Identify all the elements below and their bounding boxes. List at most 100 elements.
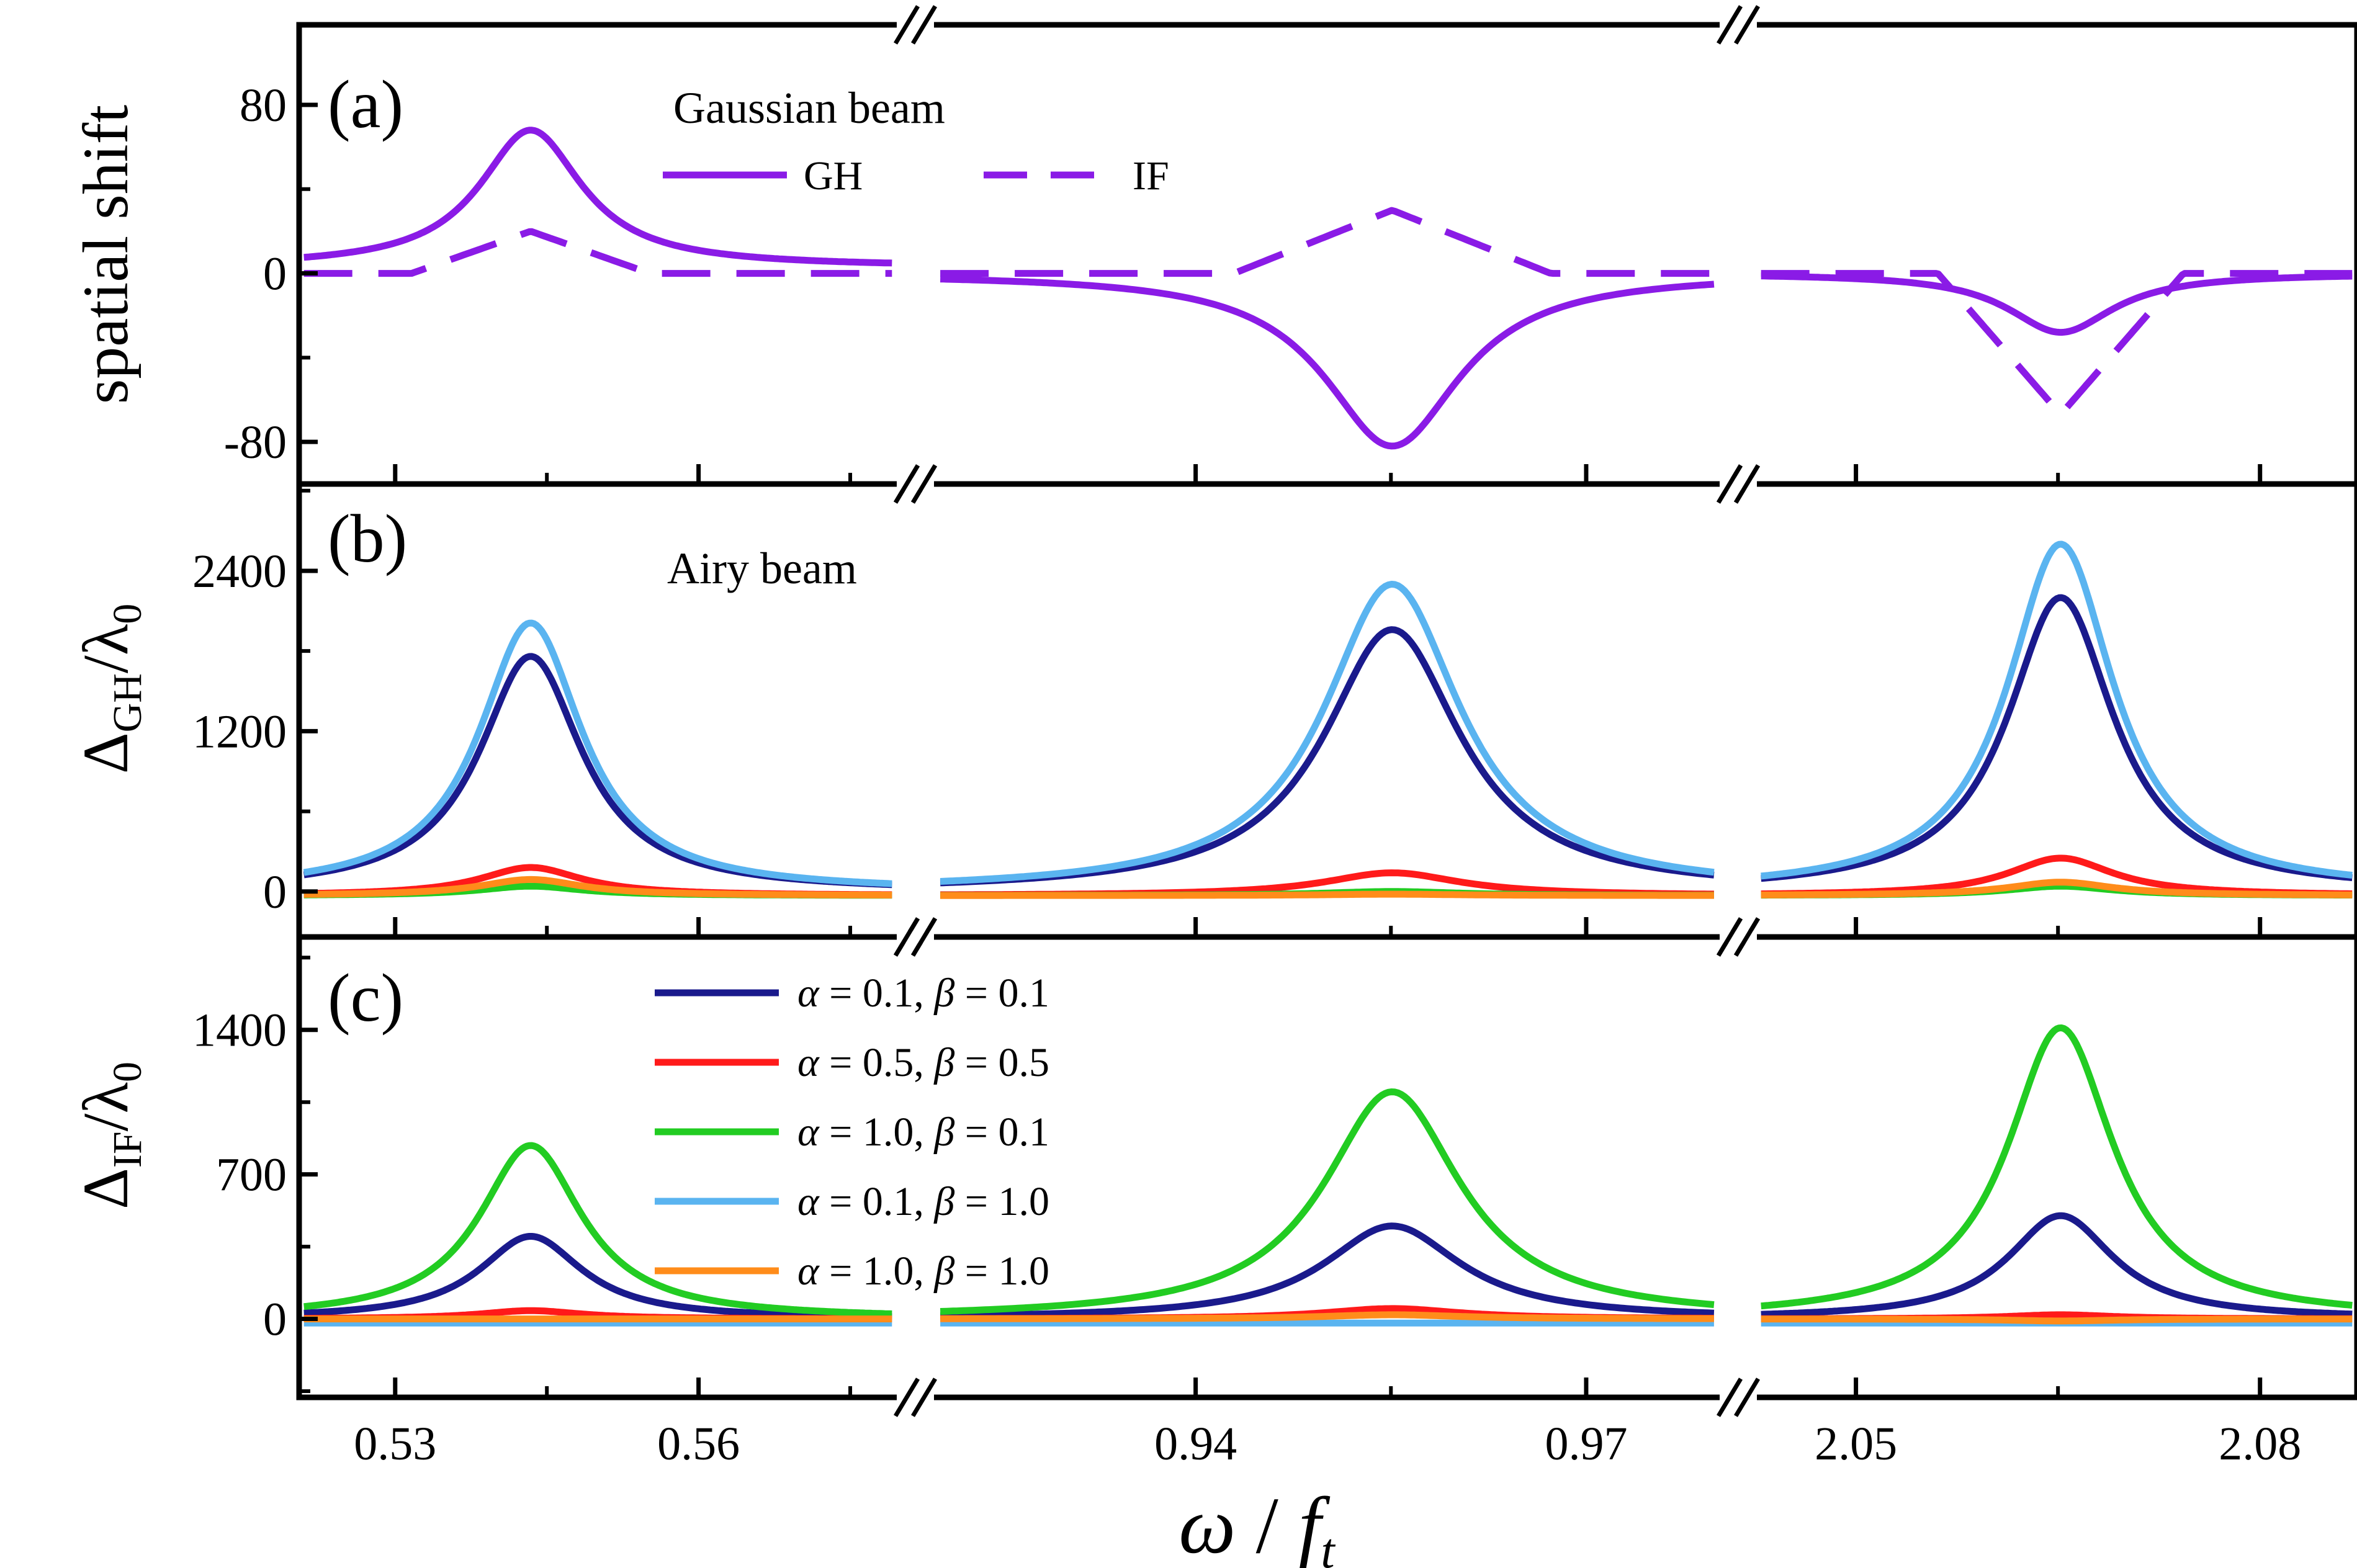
legend-gh-label: GH bbox=[804, 153, 863, 199]
axis-break-mark bbox=[1716, 917, 1743, 957]
legend-beta-value: = 0.1 bbox=[954, 1109, 1049, 1155]
panel-b-ytick-label: 1200 bbox=[192, 706, 287, 758]
legend-beta-value: = 1.0 bbox=[954, 1179, 1049, 1224]
legend-alpha-symbol: α bbox=[797, 1040, 820, 1085]
panel-b-series-4-segment-1 bbox=[940, 890, 1715, 899]
axis-break-mark bbox=[1733, 1378, 1761, 1417]
axis-break-mark bbox=[1716, 464, 1743, 504]
panel-b-series-3-segment-0 bbox=[303, 619, 893, 887]
legend-beta-value: = 1.0 bbox=[954, 1248, 1049, 1294]
panel-b-ylabel-rest: /λ bbox=[70, 624, 141, 673]
panel-a-ylabel: spatial shift bbox=[70, 105, 141, 404]
legend-alpha-value: = 0.1, bbox=[819, 1179, 935, 1224]
panel-b-series-3-segment-2 bbox=[1760, 540, 2353, 880]
legend-entry-4-label: α = 1.0, β = 1.0 bbox=[797, 1248, 1049, 1294]
panel-a-series-0-segment-2 bbox=[1760, 272, 2353, 336]
legend-alpha-value: = 0.1, bbox=[819, 970, 935, 1016]
x-tick-label: 2.08 bbox=[2219, 1418, 2301, 1470]
panel-a-legend-heading: Gaussian beam bbox=[673, 83, 945, 133]
legend-beta-symbol: β bbox=[933, 1040, 954, 1085]
panel-c-series-4-segment-1 bbox=[940, 1311, 1715, 1322]
axis-break-mark bbox=[1716, 1378, 1743, 1417]
panel-b-ylabel-main: Δ bbox=[70, 732, 141, 774]
panel-c-frame bbox=[296, 934, 2357, 1400]
axis-break-mark bbox=[1733, 5, 1761, 45]
panel-a-ytick-label: 0 bbox=[263, 248, 287, 300]
legend-beta-symbol: β bbox=[933, 1109, 954, 1155]
axis-break-mark bbox=[910, 464, 938, 504]
legend-beta-symbol: β bbox=[933, 1248, 954, 1294]
x-axis-title-sub: t bbox=[1321, 1524, 1336, 1568]
axis-break-mark bbox=[910, 5, 938, 45]
legend-entry-2-label: α = 1.0, β = 0.1 bbox=[797, 1109, 1049, 1155]
panel-c-series-2-segment-2 bbox=[1760, 1024, 2353, 1310]
panel-c-ylabel-main: Δ bbox=[70, 1168, 141, 1209]
x-axis-title-omega: ω bbox=[1178, 1481, 1236, 1568]
x-tick-label: 0.97 bbox=[1545, 1418, 1627, 1470]
panel-c-series-2-segment-1 bbox=[940, 1088, 1715, 1315]
x-axis-title: ω / ft bbox=[1178, 1481, 1336, 1568]
panel-b-plot bbox=[303, 540, 2353, 899]
panel-b-label: (b) bbox=[328, 501, 407, 576]
panel-c-ytick-label: 0 bbox=[263, 1294, 287, 1346]
panel-b-ytick-label: 0 bbox=[263, 866, 287, 918]
panel-c-label: (c) bbox=[328, 960, 403, 1036]
panel-b-legend-heading: Airy beam bbox=[667, 544, 857, 593]
panel-c-series-2-segment-0 bbox=[303, 1142, 893, 1317]
legend-alpha-value: = 1.0, bbox=[819, 1109, 935, 1155]
panel-b-series-4-segment-2 bbox=[1760, 879, 2353, 898]
panel-a-series-1-segment-0 bbox=[303, 228, 893, 277]
axis-break-mark bbox=[910, 917, 938, 957]
axis-break-mark bbox=[1716, 5, 1743, 45]
axis-break-mark bbox=[893, 1378, 920, 1417]
panel-a-ytick-label: -80 bbox=[224, 416, 287, 468]
legend-alpha-symbol: α bbox=[797, 1179, 820, 1224]
axis-break-mark bbox=[893, 5, 920, 45]
legend-beta-symbol: β bbox=[933, 970, 954, 1016]
panel-c-ylabel-rest: /λ bbox=[70, 1082, 141, 1131]
legend-alpha-symbol: α bbox=[797, 970, 820, 1016]
axis-break-mark bbox=[1733, 917, 1761, 957]
panel-c-ylabel: ΔIF/λ0 bbox=[70, 1062, 150, 1209]
panel-b-series-3-segment-1 bbox=[940, 581, 1715, 885]
panel-b-ytick-label: 2400 bbox=[192, 545, 287, 598]
x-tick-label: 2.05 bbox=[1815, 1418, 1897, 1470]
legend-beta-value: = 0.1 bbox=[954, 970, 1049, 1016]
axis-break-mark bbox=[893, 917, 920, 957]
panel-c-ylabel-sub: IF bbox=[105, 1131, 150, 1168]
panel-c-legend: α = 0.1, β = 0.1α = 0.5, β = 0.5α = 1.0,… bbox=[655, 970, 1049, 1294]
panel-c-series-0-segment-0 bbox=[303, 1233, 893, 1320]
panel-c-plot bbox=[303, 1024, 2353, 1327]
x-tick-label: 0.53 bbox=[354, 1418, 436, 1470]
legend-alpha-symbol: α bbox=[797, 1109, 820, 1155]
legend-alpha-symbol: α bbox=[797, 1248, 820, 1294]
panel-a-series-0-segment-0 bbox=[303, 127, 893, 267]
panel-b-series-4-segment-0 bbox=[303, 876, 893, 898]
panel-b-ylabel-sub2: 0 bbox=[105, 604, 150, 624]
panel-a-frame bbox=[296, 22, 2357, 487]
panel-c-series-0-segment-1 bbox=[940, 1222, 1715, 1320]
legend-entry-3-label: α = 0.1, β = 1.0 bbox=[797, 1179, 1049, 1224]
panel-c-series-0-segment-2 bbox=[1760, 1212, 2353, 1318]
panel-c-ytick-label: 700 bbox=[216, 1149, 287, 1201]
legend-beta-value: = 0.5 bbox=[954, 1040, 1049, 1085]
axis-break-mark bbox=[1733, 464, 1761, 504]
x-tick-label: 0.56 bbox=[657, 1418, 740, 1470]
legend-alpha-value: = 1.0, bbox=[819, 1248, 935, 1294]
legend-entry-1-label: α = 0.5, β = 0.5 bbox=[797, 1040, 1049, 1085]
panel-a-series-0-segment-1 bbox=[940, 276, 1715, 450]
axes-ticks: -80 0 80 0 1200 2400 0 700 1400 0.53 0.56 0.94 0.97 2… bbox=[192, 5, 2301, 1470]
panel-a-series-1-segment-2 bbox=[1760, 270, 2353, 417]
axis-break-mark bbox=[910, 1378, 938, 1417]
legend-beta-symbol: β bbox=[933, 1179, 954, 1224]
x-tick-label: 0.94 bbox=[1154, 1418, 1237, 1470]
panel-b-ylabel-sub: GH bbox=[105, 673, 150, 732]
panel-a-label: (a) bbox=[328, 66, 403, 142]
panel-a-plot bbox=[303, 127, 2353, 450]
panel-a-legend: Gaussian beam GH IF bbox=[663, 83, 1169, 199]
panel-a-ytick-label: 80 bbox=[240, 79, 287, 132]
panel-c-ylabel-sub2: 0 bbox=[105, 1062, 150, 1082]
panel-c-ytick-label: 1400 bbox=[192, 1005, 287, 1057]
legend-alpha-value: = 0.5, bbox=[819, 1040, 935, 1085]
